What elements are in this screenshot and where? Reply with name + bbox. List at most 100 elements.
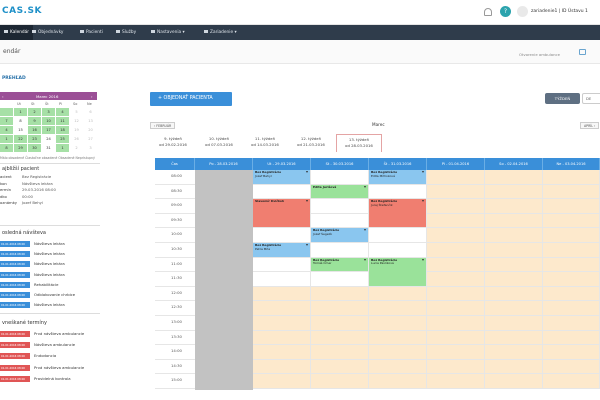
mini-calendar-day[interactable]: 3 — [42, 108, 55, 116]
calendar-slot[interactable] — [427, 286, 485, 302]
nav-calendar-0[interactable]: Kalendár — [0, 25, 34, 40]
appointment-block[interactable]: Bez Registrácie Jozef Behyl — [253, 170, 310, 184]
calendar-slot[interactable] — [311, 316, 369, 331]
calendar-slot[interactable] — [485, 359, 543, 375]
chevron-down-icon[interactable] — [422, 258, 424, 261]
next-month-button[interactable]: APRÍL › — [580, 122, 600, 129]
calendar-slot[interactable] — [427, 272, 485, 287]
calendar-slot[interactable] — [311, 359, 369, 375]
calendar-slot[interactable] — [543, 330, 600, 346]
mini-calendar-day[interactable]: 12 — [74, 119, 79, 123]
order-patient-button[interactable]: + OBJEDNAŤ PACIENTA — [150, 92, 232, 106]
appointment-block[interactable]: Edita Jurišová — [311, 184, 368, 199]
mini-calendar-day[interactable]: 7 — [0, 117, 13, 125]
calendar-slot[interactable] — [485, 374, 543, 389]
bell-icon[interactable] — [484, 8, 492, 16]
mini-calendar-day[interactable]: 25 — [56, 135, 69, 143]
calendar-slot[interactable] — [311, 272, 369, 287]
mini-calendar-day[interactable]: 29 — [14, 144, 27, 152]
calendar-slot[interactable] — [427, 213, 485, 229]
calendar-slot[interactable] — [485, 213, 543, 229]
calendar-slot[interactable] — [427, 316, 485, 331]
week-tab-10[interactable]: 10. týždeň od 07.03.2016 — [196, 136, 242, 147]
chevron-down-icon[interactable] — [306, 244, 308, 246]
calendar-slot[interactable] — [253, 272, 311, 287]
appointment-block[interactable]: Bez Registrácie Tomáš Čmer — [311, 257, 368, 272]
calendar-slot[interactable] — [543, 213, 600, 229]
chevron-down-icon[interactable] — [364, 185, 366, 188]
mini-calendar-day[interactable]: 30 — [28, 144, 41, 152]
mini-calendar-day[interactable]: 1 — [56, 144, 69, 152]
appointment-block[interactable]: Slavomír Kvičkoh — [253, 199, 310, 228]
calendar-slot[interactable] — [485, 243, 543, 258]
mini-calendar-day[interactable]: 11 — [56, 117, 69, 125]
calendar-slot[interactable] — [311, 301, 369, 316]
appointment-block[interactable]: Bez Registrácie Jozef Šegelík — [311, 228, 368, 242]
calendar-slot[interactable] — [485, 170, 543, 185]
nav-users-2[interactable]: Pacienti — [76, 25, 107, 40]
mini-calendar-day[interactable]: 20 — [88, 128, 93, 132]
help-icon[interactable]: ? — [500, 6, 511, 17]
calendar-slot[interactable] — [543, 184, 600, 200]
calendar-slot[interactable] — [485, 257, 543, 273]
calendar-slot[interactable] — [369, 301, 427, 316]
calendar-slot[interactable] — [485, 330, 543, 346]
calendar-slot[interactable] — [485, 184, 543, 200]
calendar-slot[interactable] — [543, 301, 600, 316]
calendar-slot[interactable] — [311, 213, 369, 229]
mini-calendar-day[interactable]: 16 — [28, 126, 41, 134]
mini-calendar-day[interactable]: 10 — [42, 117, 55, 125]
mini-calendar-day[interactable]: 19 — [74, 128, 79, 132]
mini-calendar-day[interactable]: 24 — [46, 137, 51, 141]
mini-calendar-prev-icon[interactable]: ‹ — [2, 94, 4, 99]
calendar-slot[interactable] — [253, 359, 311, 375]
calendar-slot[interactable] — [427, 330, 485, 346]
calendar-slot[interactable] — [311, 199, 369, 214]
calendar-slot[interactable] — [369, 359, 427, 375]
calendar-slot[interactable] — [543, 170, 600, 185]
chevron-down-icon[interactable] — [364, 229, 366, 232]
mini-calendar-day[interactable]: 4 — [0, 126, 13, 134]
mini-calendar-day[interactable]: 15 — [18, 128, 23, 132]
calendar-slot[interactable] — [485, 272, 543, 287]
calendar-slot[interactable] — [311, 374, 369, 389]
week-tab-9[interactable]: 9. týždeň od 29.02.2016 — [150, 136, 196, 147]
calendar-slot[interactable] — [369, 184, 427, 200]
calendar-slot[interactable] — [311, 170, 369, 185]
mini-calendar-day[interactable]: 17 — [42, 126, 55, 134]
mini-calendar-day[interactable]: 26 — [74, 137, 79, 141]
chevron-down-icon[interactable] — [306, 171, 308, 173]
chevron-down-icon[interactable] — [422, 171, 424, 173]
week-tab-12[interactable]: 12. týždeň od 21.03.2016 — [288, 136, 334, 147]
calendar-icon[interactable] — [579, 49, 586, 55]
calendar-slot[interactable] — [427, 257, 485, 273]
mini-calendar-day[interactable]: 1 — [14, 108, 27, 116]
calendar-slot[interactable] — [485, 316, 543, 331]
calendar-slot[interactable] — [427, 345, 485, 360]
week-tab-11[interactable]: 11. týždeň od 14.03.2016 — [242, 136, 288, 147]
calendar-slot[interactable] — [427, 184, 485, 200]
avatar[interactable] — [517, 6, 528, 17]
calendar-slot[interactable] — [543, 374, 600, 389]
mini-calendar-day[interactable]: 8 — [19, 119, 22, 123]
calendar-slot[interactable] — [253, 330, 311, 346]
calendar-slot[interactable] — [543, 316, 600, 331]
calendar-slot[interactable] — [485, 228, 543, 243]
calendar-slot[interactable] — [543, 272, 600, 287]
calendar-slot[interactable] — [253, 184, 311, 200]
mini-calendar-day[interactable]: 9 — [28, 117, 41, 125]
app-logo[interactable]: CAS.SK — [2, 6, 42, 16]
calendar-slot[interactable] — [369, 316, 427, 331]
calendar-slot[interactable] — [543, 286, 600, 302]
mini-calendar-day[interactable]: 13 — [88, 119, 93, 123]
calendar-slot[interactable] — [253, 316, 311, 331]
calendar-slot[interactable] — [427, 199, 485, 214]
calendar-slot[interactable] — [369, 228, 427, 243]
calendar-slot[interactable] — [253, 286, 311, 302]
appointment-block[interactable]: Bez Registrácie Edita Mňhoková — [369, 170, 426, 184]
calendar-slot[interactable] — [369, 243, 427, 258]
mini-calendar-day[interactable]: 6 — [89, 110, 92, 114]
calendar-slot[interactable] — [311, 330, 369, 346]
nav-gear-4[interactable]: Nastavenia ▾ — [147, 25, 189, 40]
calendar-slot[interactable] — [543, 359, 600, 375]
